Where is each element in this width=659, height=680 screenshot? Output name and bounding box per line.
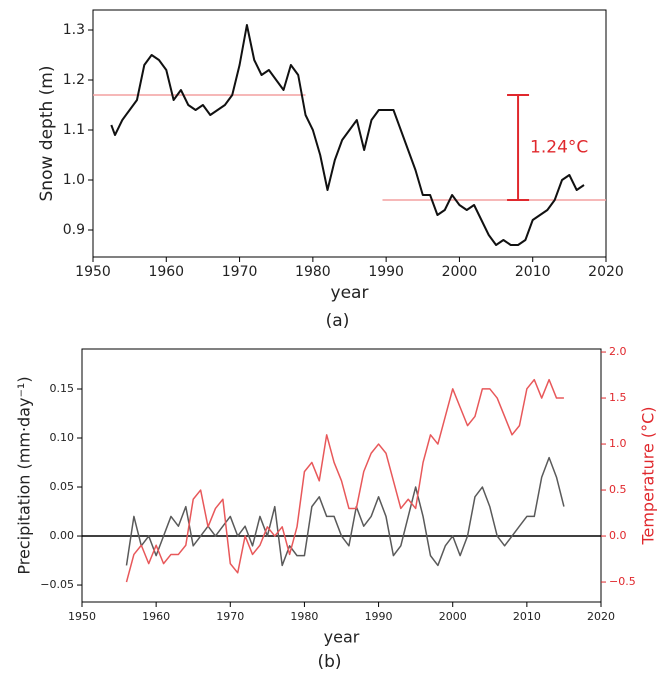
x-tick-label: 1980 bbox=[295, 264, 331, 280]
x-tick-label: 2010 bbox=[515, 264, 551, 280]
subplot-label: (a) bbox=[326, 311, 350, 331]
y2-tick-label: 1.0 bbox=[609, 437, 627, 450]
subplot-label: (b) bbox=[317, 652, 341, 672]
x-axis-label: year bbox=[331, 283, 369, 303]
x-tick-label: 1950 bbox=[75, 264, 111, 280]
x-tick-label: 1950 bbox=[68, 610, 96, 623]
y2-tick-label: 0.0 bbox=[609, 529, 627, 542]
x-tick-label: 1960 bbox=[142, 610, 170, 623]
y2-axis-label: Temperature (°C) bbox=[639, 406, 658, 545]
data-line bbox=[110, 24, 585, 246]
y-axis-label: Snow depth (m) bbox=[37, 66, 57, 202]
y-tick-label: 0.15 bbox=[50, 382, 75, 395]
x-tick-label: 1960 bbox=[148, 264, 184, 280]
x-tick-label: 2000 bbox=[439, 610, 467, 623]
x-axis-label: year bbox=[324, 628, 360, 647]
data-line bbox=[125, 456, 565, 567]
x-tick-label: 1980 bbox=[290, 610, 318, 623]
x-tick-label: 2000 bbox=[442, 264, 478, 280]
y-tick-label: −0.05 bbox=[40, 578, 74, 591]
annotation: 1.24°C bbox=[530, 138, 588, 158]
y-tick-label: 0.10 bbox=[50, 431, 75, 444]
x-tick-label: 1970 bbox=[222, 264, 258, 280]
y-tick-label: 1.2 bbox=[63, 72, 85, 88]
y2-tick-label: −0.5 bbox=[609, 575, 636, 588]
x-tick-label: 2020 bbox=[587, 610, 615, 623]
y-tick-label: 0.05 bbox=[50, 480, 75, 493]
x-tick-label: 1990 bbox=[365, 610, 393, 623]
plot-frame bbox=[81, 348, 602, 603]
y2-tick-label: 2.0 bbox=[609, 345, 627, 358]
data-line bbox=[125, 378, 564, 583]
y-tick-label: 1.0 bbox=[63, 172, 85, 188]
x-tick-label: 2020 bbox=[588, 264, 624, 280]
plot-frame bbox=[92, 9, 607, 258]
y-tick-label: 0.00 bbox=[50, 529, 75, 542]
y2-tick-label: 0.5 bbox=[609, 483, 627, 496]
y-tick-label: 1.1 bbox=[63, 122, 85, 138]
x-tick-label: 1970 bbox=[216, 610, 244, 623]
y-axis-label: Precipitation (mm·day⁻¹) bbox=[15, 376, 34, 574]
x-tick-label: 1990 bbox=[368, 264, 404, 280]
x-tick-label: 2010 bbox=[513, 610, 541, 623]
y-tick-label: 0.9 bbox=[63, 222, 85, 238]
y2-tick-label: 1.5 bbox=[609, 391, 627, 404]
y-tick-label: 1.3 bbox=[63, 22, 85, 38]
